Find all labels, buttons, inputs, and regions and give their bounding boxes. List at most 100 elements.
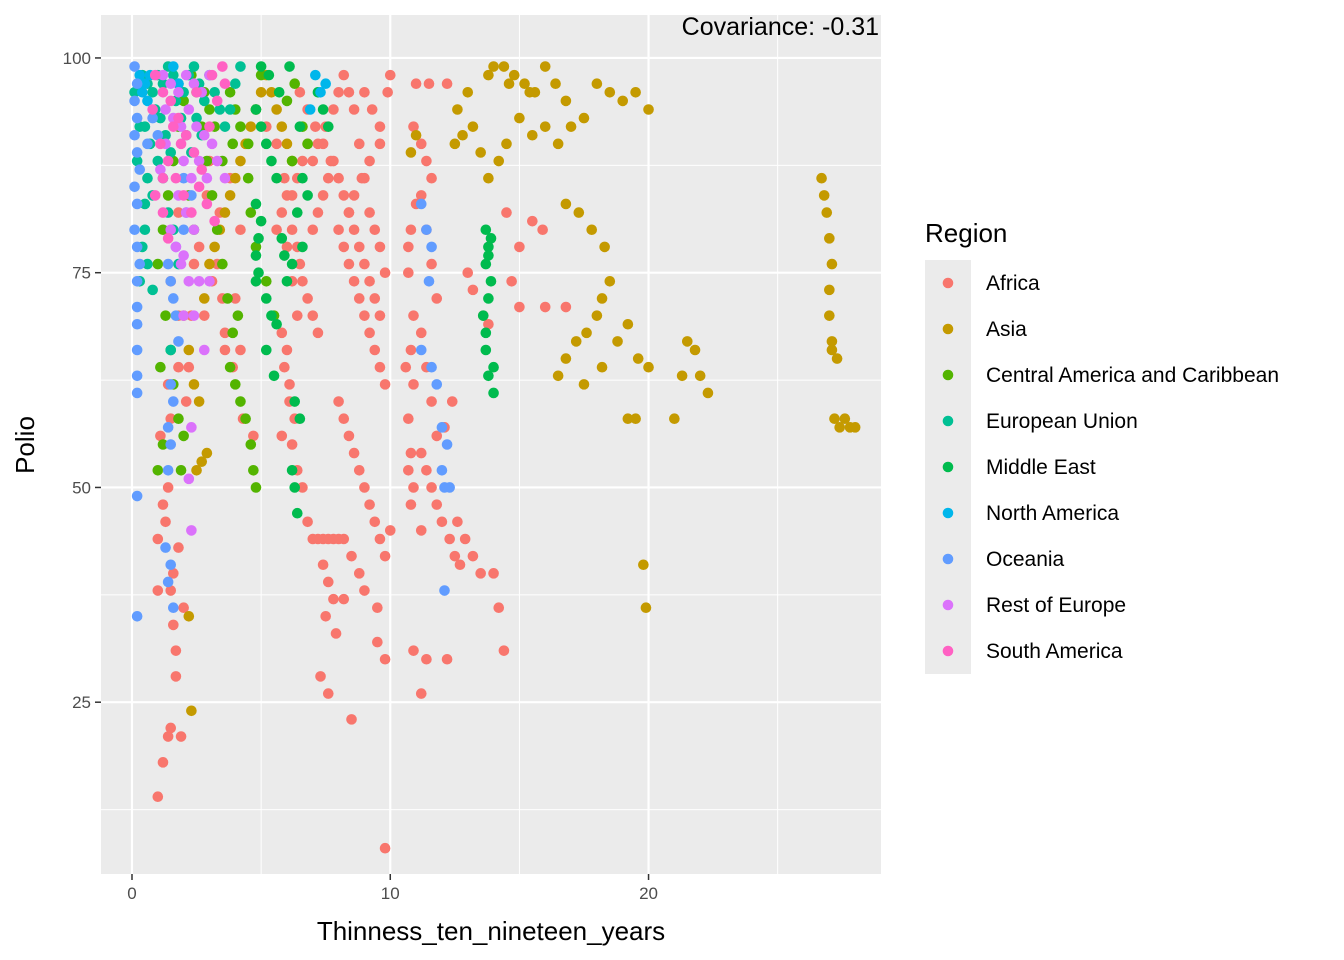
data-point [131,611,143,622]
data-point [253,267,264,279]
data-point [157,224,169,236]
data-point [480,224,492,236]
data-point [191,112,202,124]
data-point [199,344,210,356]
data-point [235,61,246,72]
data-point [183,473,195,485]
data-point [405,499,417,510]
data-point [266,310,277,321]
data-point [348,447,360,459]
data-point [824,233,835,244]
data-point [242,172,254,184]
data-point [539,121,551,132]
data-point [294,413,306,425]
data-point [286,190,298,201]
data-point [162,422,174,433]
data-point [643,361,654,373]
data-point [188,258,200,270]
data-point [408,645,419,656]
data-point [488,568,499,579]
data-point [175,464,187,476]
data-point [302,293,313,304]
data-point [527,215,538,227]
y-tick-label: 25 [72,693,91,712]
data-point [134,258,146,270]
data-point [147,104,158,115]
data-point [160,104,171,115]
data-point [188,310,200,321]
data-point [343,207,355,218]
data-point [333,172,344,184]
data-point [379,842,391,854]
data-point [175,731,187,742]
data-point [224,104,236,115]
data-point [426,482,437,493]
data-point [317,138,329,150]
data-point [514,301,525,313]
data-point [260,293,272,304]
data-point [191,121,202,132]
data-point [188,78,200,90]
data-point [152,791,164,802]
data-point [431,499,443,510]
data-point [379,267,391,279]
data-point [338,241,350,253]
data-point [359,87,370,98]
data-point [676,370,688,382]
data-point [328,593,339,605]
data-point [173,542,184,553]
legend-label: Rest of Europe [986,594,1126,617]
data-point [622,318,634,330]
legend-key [942,599,954,611]
data-point [131,344,143,356]
data-point [165,147,177,158]
data-point [459,533,471,545]
data-point [131,198,143,210]
data-point [183,361,195,373]
data-point [173,87,184,98]
data-point [157,78,169,90]
data-point [204,275,215,287]
data-point [640,602,652,614]
data-point [364,499,375,510]
data-point [816,172,827,184]
data-point [312,207,324,218]
data-point [227,327,239,339]
data-point [849,422,861,433]
data-point [162,258,174,270]
data-point [415,688,427,699]
data-point [160,310,171,321]
legend-label: Middle East [986,456,1096,479]
data-point [643,104,654,115]
data-point [483,370,494,382]
data-point [193,241,205,253]
data-point [214,104,226,115]
data-point [426,172,437,184]
data-point [421,464,432,476]
data-point [157,439,169,450]
data-point [426,258,437,270]
data-point [483,318,494,330]
data-point [320,611,332,622]
data-point [199,310,210,321]
data-point [134,69,146,81]
data-point [353,568,365,579]
data-point [348,104,360,115]
data-point [359,258,370,270]
data-point [374,138,386,150]
data-point [338,190,350,201]
data-point [137,87,148,98]
plot-panel [101,15,881,874]
data-point [168,396,179,407]
data-point [310,121,321,132]
data-point [147,87,158,98]
data-point [338,593,350,605]
data-point [178,310,189,321]
data-point [415,327,427,339]
data-point [423,275,435,287]
data-point [514,112,525,124]
data-point [250,275,262,287]
data-point [284,61,295,72]
data-point [431,379,443,390]
data-point [374,241,386,253]
